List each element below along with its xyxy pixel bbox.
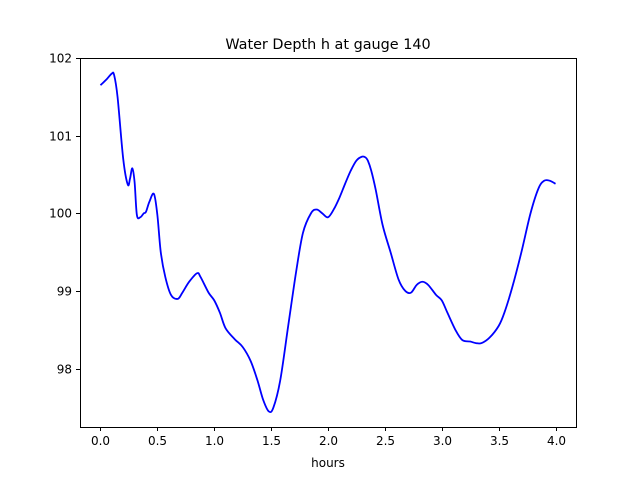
x-tick-label: 2.0 — [319, 434, 338, 448]
y-tick-label: 99 — [57, 285, 72, 299]
chart-title: Water Depth h at gauge 140 — [225, 37, 430, 53]
x-axis: 0.0 0.5 1.0 1.5 2.0 2.5 3.0 3.5 4.0 — [91, 427, 566, 448]
x-tick-label: 0.0 — [91, 434, 110, 448]
y-tick-label: 98 — [57, 363, 72, 377]
series-layer — [99, 71, 556, 414]
x-tick-label: 1.0 — [205, 434, 224, 448]
y-tick-label: 100 — [49, 207, 72, 221]
x-tick-label: 3.5 — [490, 434, 509, 448]
x-tick-label: 0.5 — [148, 434, 167, 448]
series-line — [99, 71, 556, 414]
plot-area — [80, 58, 576, 427]
x-tick-label: 4.0 — [547, 434, 566, 448]
x-axis-label: hours — [311, 456, 345, 470]
x-tick-label: 2.5 — [376, 434, 395, 448]
y-tick-label: 102 — [49, 52, 72, 66]
y-tick-label: 101 — [49, 130, 72, 144]
x-tick-label: 3.0 — [433, 434, 452, 448]
x-tick-label: 1.5 — [262, 434, 281, 448]
y-axis: 98 99 100 101 102 — [49, 52, 80, 377]
